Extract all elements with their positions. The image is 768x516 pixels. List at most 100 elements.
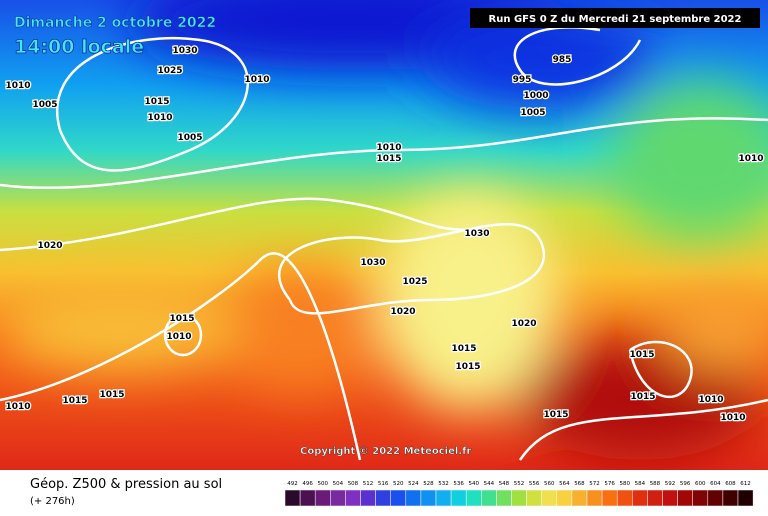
legend-swatch (632, 489, 648, 507)
legend-swatch (496, 489, 512, 507)
legend-label: 556 (529, 481, 540, 487)
legend-swatch (601, 489, 618, 507)
legend-swatch (586, 489, 603, 507)
isobar-label: 1020 (37, 241, 62, 251)
isobar-label: 1020 (390, 307, 415, 317)
legend-label: 536 (453, 481, 464, 487)
isobar-label: 1010 (147, 113, 172, 123)
legend-swatch (405, 489, 422, 507)
legend-label: 492 (287, 481, 298, 487)
legend-label: 532 (438, 481, 449, 487)
isobar-label: 1015 (543, 410, 568, 420)
isobar-label: 1015 (630, 392, 655, 402)
field-blobs (0, 0, 768, 460)
legend-label: 596 (680, 481, 691, 487)
legend-label: 576 (604, 481, 615, 487)
legend-swatch (737, 489, 754, 507)
isobar-label: 1015 (169, 314, 194, 324)
legend-swatch (556, 489, 573, 507)
legend-swatch (345, 489, 361, 507)
copyright: Copyright © 2022 Meteociel.fr (300, 446, 471, 457)
isobar-label: 1010 (376, 143, 401, 153)
legend-label: 564 (559, 481, 570, 487)
legend-label: 600 (695, 481, 706, 487)
isobar-label: 1010 (720, 413, 745, 423)
legend-swatch (481, 489, 497, 507)
legend-label: 584 (635, 481, 646, 487)
legend-label: 528 (423, 481, 434, 487)
legend-label: 592 (665, 481, 676, 487)
isobar-label: 1015 (62, 396, 87, 406)
legend-swatch (330, 489, 346, 507)
isobar-label: 985 (553, 55, 572, 65)
legend-swatch (511, 489, 527, 507)
legend-label: 604 (710, 481, 721, 487)
run-info: Run GFS 0 Z du Mercredi 21 septembre 202… (489, 14, 742, 25)
legend-label: 608 (725, 481, 736, 487)
legend-label: 540 (469, 481, 480, 487)
legend-swatch (360, 489, 376, 507)
legend-swatch (420, 489, 437, 507)
legend-swatch (526, 489, 542, 507)
isobar-label: 1025 (402, 277, 427, 287)
legend-label: 560 (544, 481, 555, 487)
legend-label: 504 (333, 481, 344, 487)
map-time: 14:00 locale (14, 36, 144, 58)
legend-swatch (541, 489, 558, 507)
isobar-label: 1015 (144, 97, 169, 107)
isobar-label: 1030 (464, 229, 489, 239)
legend-swatch (390, 489, 407, 507)
legend-swatch (284, 489, 301, 507)
isobar-label: 1010 (5, 402, 30, 412)
map-title: Dimanche 2 octobre 2022 (14, 15, 216, 31)
isobar-label: 1000 (523, 91, 548, 101)
isobar-label: 1010 (738, 154, 763, 164)
legend-swatch (314, 489, 331, 507)
legend-label: 588 (650, 481, 661, 487)
legend-swatch (662, 489, 678, 507)
legend-swatch (692, 489, 709, 507)
legend-label: 544 (484, 481, 495, 487)
isobar-label: 1010 (166, 332, 191, 342)
isobar-label: 1015 (455, 362, 480, 372)
legend-label: 580 (620, 481, 631, 487)
legend-swatch (465, 489, 482, 507)
legend-swatch (450, 489, 467, 507)
isobar-label: 1020 (511, 319, 536, 329)
isobar-label: 1015 (629, 350, 654, 360)
footer-lead: (+ 276h) (30, 496, 75, 507)
legend-swatch (571, 489, 588, 507)
legend-label: 568 (574, 481, 585, 487)
isobar-label: 1015 (451, 344, 476, 354)
legend-label: 548 (499, 481, 510, 487)
legend-label: 508 (348, 481, 359, 487)
legend-label: 500 (318, 481, 329, 487)
isobars (0, 26, 768, 461)
isobar-label: 995 (513, 75, 532, 85)
footer-title: Géop. Z500 & pression au sol (30, 477, 222, 492)
run-box (470, 8, 760, 28)
isobar-label: 1015 (376, 154, 401, 164)
legend-label: 512 (363, 481, 374, 487)
isobar-label: 1010 (5, 81, 30, 91)
legend-label: 524 (408, 481, 419, 487)
legend-label: 552 (514, 481, 525, 487)
legend-swatch (299, 489, 316, 507)
legend-label: 572 (589, 481, 600, 487)
isobar-label: 1005 (32, 100, 57, 110)
legend: 492 496 500 504 508 512 516 520 524 528 532 536 540 5… (284, 481, 754, 507)
legend-label: 516 (378, 481, 389, 487)
legend-swatch (647, 489, 663, 507)
isobar-label: 1015 (99, 390, 124, 400)
isobar-label: 1030 (172, 46, 197, 56)
legend-swatch (616, 489, 633, 507)
isobar-label: 1010 (244, 75, 269, 85)
isobar-label: 1005 (520, 108, 545, 118)
legend-swatch (722, 489, 739, 507)
isobar-label: 1025 (157, 66, 182, 76)
legend-swatch (677, 489, 693, 507)
legend-label: 612 (740, 481, 751, 487)
legend-swatch (435, 489, 452, 507)
legend-swatch (707, 489, 724, 507)
